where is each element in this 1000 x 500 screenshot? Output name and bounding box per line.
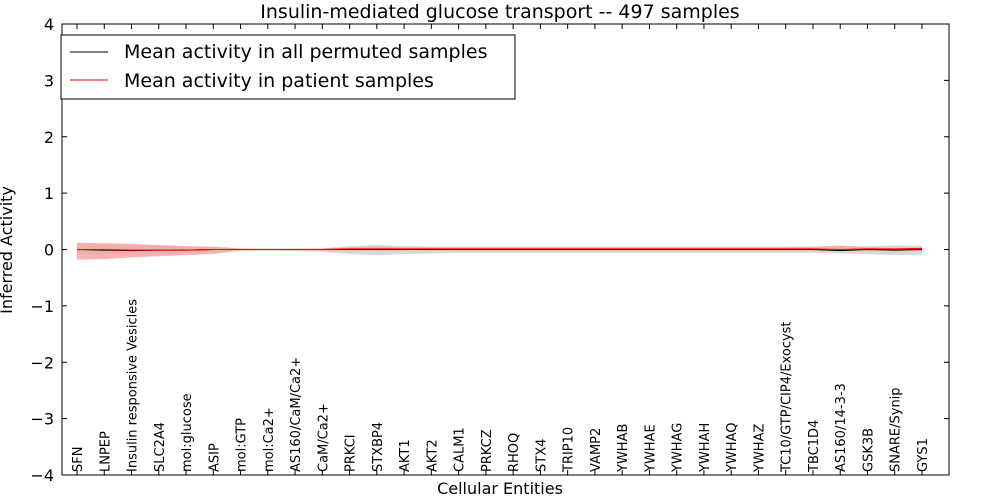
x-tick-label: VAMP2 [589,428,604,472]
x-tick-label: TRIP10 [562,427,577,473]
x-tick-label: RHOQ [507,433,522,472]
x-tick-label: CaM/Ca2+ [316,403,331,472]
legend-box [60,34,516,100]
y-tick-label: 3 [44,71,54,90]
x-tick-label: CALM1 [453,427,468,472]
x-axis: SFN LNPEP Insulin responsive Vesicles SLC2A… [71,24,931,475]
chart-title: Insulin-mediated glucose transport -- 49… [260,1,739,23]
x-tick-label: mol:Ca2+ [262,407,277,472]
x-tick-label: mol:glucose [180,393,195,472]
x-axis-title: Cellular Entities [437,479,563,498]
y-tick-label: 2 [44,128,54,147]
y-tick-label: −2 [30,353,54,372]
x-tick-label: YWHAQ [725,423,740,473]
x-tick-label: YWHAH [698,423,713,473]
y-tick-label: 4 [44,15,54,34]
x-tick-label: SNARE/Synip [889,387,904,472]
y-tick-label: −1 [30,297,54,316]
x-tick-label: GYS1 [916,438,931,472]
y-tick-label: 0 [44,241,54,260]
plot-frame [61,23,950,476]
y-axis: −4 −3 −2 −1 0 1 2 3 4 [30,15,949,485]
legend-label-patient: Mean activity in patient samples [124,70,434,92]
legend-label-permuted: Mean activity in all permuted samples [124,41,487,63]
x-tick-label: TC10/GTP/CIP4/Exocyst [780,321,795,473]
x-tick-label: PRKCZ [480,429,495,472]
x-tick-label: LNPEP [98,431,113,472]
x-tick-label: YWHAG [671,423,686,473]
confidence-bands [77,242,922,260]
series-lines [76,247,923,252]
x-tick-label: YWHAB [616,424,631,473]
x-tick-label: TBC1D4 [807,420,822,473]
x-tick-label: PRKCI [344,434,359,472]
x-tick-label: mol:GTP [235,418,250,472]
x-tick-label: AS160/14-3-3 [834,383,849,472]
x-tick-label: STXBP4 [371,422,386,472]
line-series-1 [77,247,923,251]
y-axis-title: Inferred Activity [0,186,16,314]
x-tick-label: YWHAE [643,424,658,473]
x-tick-label: YWHAZ [752,424,767,473]
y-tick-label: 1 [44,184,54,203]
x-tick-label: Insulin responsive Vesicles [126,299,141,472]
x-tick-label: ASIP [207,443,222,472]
x-tick-label: AKT2 [425,439,440,472]
y-tick-label: −3 [30,410,54,429]
y-tick-label: −4 [30,466,54,485]
x-tick-label: GSK3B [861,428,876,472]
x-tick-label: SFN [71,447,86,472]
legend: Mean activity in all permuted samples Me… [60,34,516,100]
x-tick-label: SLC2A4 [153,422,168,472]
x-tick-label: AKT1 [398,439,413,472]
x-tick-label: AS160/CaM/Ca2+ [289,357,304,472]
x-tick-label: STX4 [534,439,549,472]
